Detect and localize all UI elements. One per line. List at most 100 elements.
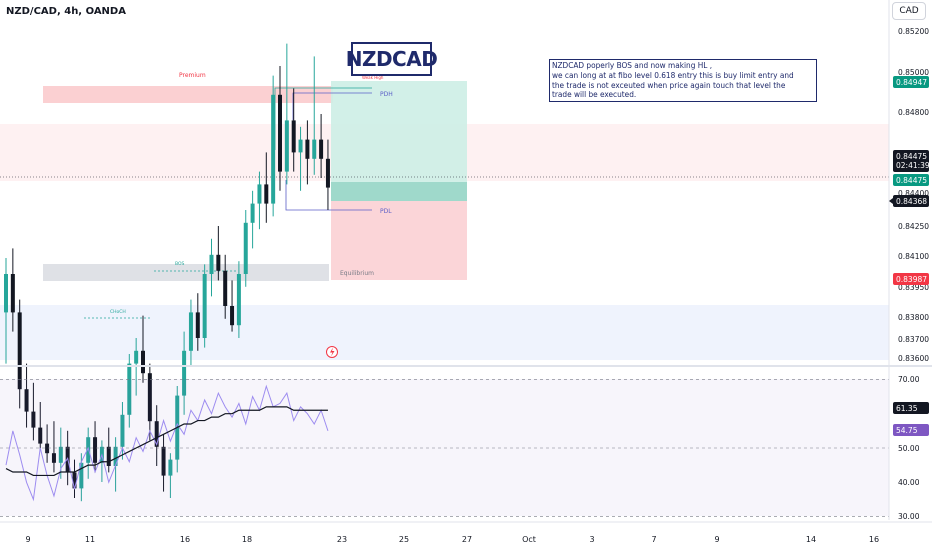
price-tick-label: 0.83800 bbox=[898, 313, 929, 322]
last-price-badge-text: 0.84475 bbox=[896, 152, 927, 161]
candle[interactable] bbox=[271, 94, 276, 204]
weak-high-label: Weak High bbox=[362, 75, 384, 80]
time-tick-label: 27 bbox=[462, 535, 472, 544]
last-price-badge[interactable] bbox=[893, 150, 929, 172]
time-tick-label: 14 bbox=[806, 535, 816, 544]
candle[interactable] bbox=[278, 94, 282, 172]
price-tick-label: 0.84800 bbox=[898, 108, 929, 117]
candle[interactable] bbox=[120, 414, 125, 447]
price-tick-label: 0.83600 bbox=[898, 354, 929, 363]
candle[interactable] bbox=[195, 312, 200, 338]
candle[interactable] bbox=[93, 437, 98, 463]
badge-pointer bbox=[889, 198, 893, 204]
candle[interactable] bbox=[305, 139, 310, 159]
trade-note[interactable]: NZDCAD poperly BOS and now making HL , w… bbox=[549, 59, 817, 103]
candle[interactable] bbox=[325, 158, 330, 188]
candle[interactable] bbox=[58, 446, 63, 463]
candle[interactable] bbox=[127, 363, 132, 415]
rsi-tick-label: 30.00 bbox=[898, 512, 920, 521]
time-tick-label: 7 bbox=[651, 535, 656, 544]
candle[interactable] bbox=[134, 350, 139, 364]
entry-zone[interactable] bbox=[331, 182, 467, 201]
premium-zone[interactable] bbox=[43, 86, 333, 103]
candle[interactable] bbox=[72, 472, 77, 489]
candle[interactable] bbox=[113, 446, 118, 466]
target-zone[interactable] bbox=[331, 81, 467, 182]
candle[interactable] bbox=[182, 350, 187, 396]
candle[interactable] bbox=[291, 120, 296, 153]
price-tick-label: 0.85000 bbox=[898, 68, 929, 77]
pdh-line bbox=[292, 92, 372, 120]
candle[interactable] bbox=[243, 222, 248, 274]
candle[interactable] bbox=[168, 459, 173, 476]
rsi-tick-label: 50.00 bbox=[898, 444, 920, 453]
candle[interactable] bbox=[230, 306, 235, 326]
candle[interactable] bbox=[284, 120, 289, 172]
stop-badge-text: 0.83987 bbox=[896, 275, 927, 284]
demand-zone[interactable] bbox=[0, 305, 889, 360]
take-profit-badge[interactable] bbox=[893, 76, 929, 88]
pdh-label: PDH bbox=[380, 91, 393, 98]
candle[interactable] bbox=[209, 254, 214, 274]
choch-label: CHoCH bbox=[110, 309, 126, 315]
stop-badge[interactable] bbox=[893, 273, 929, 285]
entry-badge-text: 0.84475 bbox=[896, 176, 927, 185]
candle[interactable] bbox=[86, 437, 91, 463]
rsi-band bbox=[0, 379, 889, 516]
currency-button[interactable]: CAD bbox=[892, 2, 926, 20]
candle[interactable] bbox=[202, 274, 207, 338]
pdl-price-badge-text: 0.84368 bbox=[896, 197, 927, 206]
time-tick-label: 9 bbox=[714, 535, 719, 544]
candle[interactable] bbox=[312, 139, 317, 159]
pdl-price-badge[interactable] bbox=[893, 195, 929, 207]
candle[interactable] bbox=[38, 427, 43, 444]
time-tick-label: 9 bbox=[25, 535, 30, 544]
rsi-ma-badge[interactable] bbox=[893, 402, 929, 414]
candle[interactable] bbox=[141, 350, 145, 374]
candle[interactable] bbox=[188, 312, 193, 351]
note-line: the trade is not exceuted when price aga… bbox=[552, 79, 786, 90]
candle[interactable] bbox=[17, 312, 22, 390]
candle[interactable] bbox=[51, 453, 56, 463]
candle[interactable] bbox=[250, 203, 255, 223]
candle[interactable] bbox=[31, 411, 36, 428]
premium-label: Premium bbox=[179, 72, 206, 79]
price-tick-label: 0.85200 bbox=[898, 27, 929, 36]
candle[interactable] bbox=[236, 274, 241, 326]
rsi-tick-label: 40.00 bbox=[898, 478, 920, 487]
note-line: NZDCAD poperly BOS and now making HL , bbox=[552, 60, 713, 70]
equilibrium-zone[interactable] bbox=[43, 264, 329, 281]
price-tick-label: 0.83700 bbox=[898, 335, 929, 344]
candle[interactable] bbox=[147, 373, 152, 422]
time-tick-label: 11 bbox=[85, 535, 95, 544]
candle[interactable] bbox=[154, 421, 159, 447]
candle[interactable] bbox=[45, 443, 50, 454]
take-profit-badge-text: 0.84947 bbox=[896, 78, 927, 87]
stop-zone[interactable] bbox=[331, 201, 467, 280]
candle[interactable] bbox=[4, 274, 8, 313]
rsi-ma-line[interactable] bbox=[5, 406, 328, 477]
candle[interactable] bbox=[161, 446, 166, 476]
candle[interactable] bbox=[79, 462, 84, 489]
candle[interactable] bbox=[298, 139, 303, 153]
time-tick-label: 3 bbox=[589, 535, 594, 544]
symbol-title: NZD/CAD, 4h, OANDA bbox=[6, 6, 126, 17]
rsi-ma-badge-text: 61.35 bbox=[896, 404, 918, 413]
candle[interactable] bbox=[319, 139, 324, 159]
time-tick-label: 18 bbox=[242, 535, 252, 544]
candle[interactable] bbox=[223, 270, 228, 306]
rsi-badge[interactable] bbox=[893, 424, 929, 436]
entry-badge[interactable] bbox=[893, 174, 929, 186]
candle[interactable] bbox=[216, 254, 221, 271]
last-price-badge-text: 02:41:39 bbox=[896, 161, 930, 170]
time-tick-label: Oct bbox=[522, 535, 536, 544]
candle[interactable] bbox=[264, 184, 269, 204]
candle[interactable] bbox=[106, 446, 111, 466]
candle[interactable] bbox=[10, 274, 15, 313]
symbol-annotation[interactable]: NZDCAD bbox=[346, 42, 438, 76]
equilibrium-label: Equilibrium bbox=[340, 270, 374, 277]
candle[interactable] bbox=[257, 184, 262, 204]
candle[interactable] bbox=[24, 389, 29, 412]
